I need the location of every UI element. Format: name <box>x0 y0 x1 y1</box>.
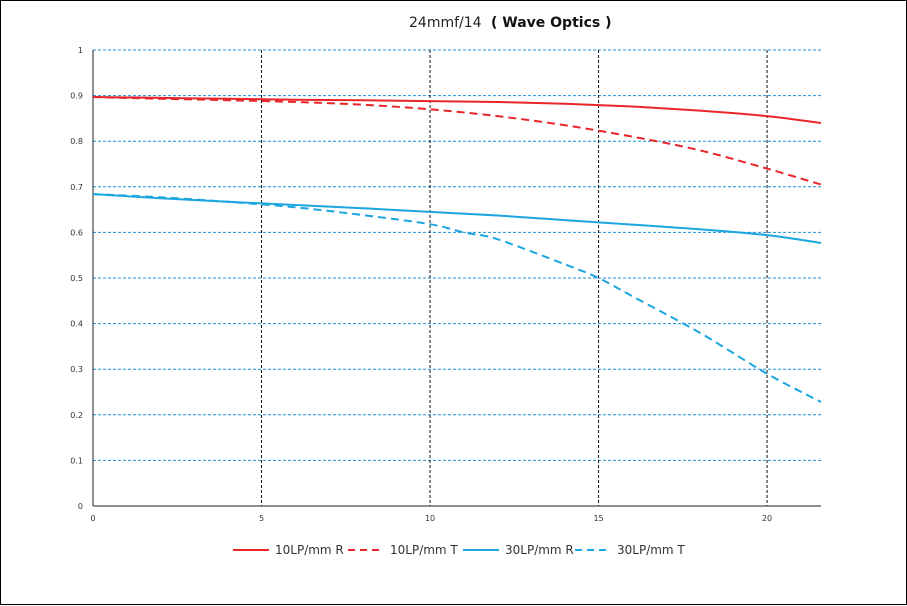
y-tick-label: 0.5 <box>70 274 83 283</box>
series-line-4 <box>92 193 822 403</box>
y-tick-label: 0.9 <box>70 92 83 101</box>
series-line-3 <box>92 193 822 244</box>
y-tick-label: 0.6 <box>70 228 83 237</box>
y-tick-label: 0.3 <box>70 365 83 374</box>
x-tick-label: 5 <box>259 514 264 523</box>
y-tick-label: 0.2 <box>70 411 83 420</box>
chart-title-sub: ( Wave Optics ) <box>491 15 611 31</box>
x-tick-label: 10 <box>425 514 435 523</box>
y-tick-label: 0.4 <box>70 320 83 329</box>
legend-label: 30LP/mm R <box>505 543 574 557</box>
series-lines <box>92 96 822 403</box>
x-tick-label: 20 <box>762 514 772 523</box>
y-tick-label: 0.1 <box>70 456 83 465</box>
tick-labels: 00.10.20.30.40.50.60.70.80.910 5 10 15 20 <box>70 46 772 523</box>
series-line-1 <box>92 96 822 124</box>
y-tick-label: 0 <box>78 502 83 511</box>
grid <box>93 49 821 506</box>
y-tick-label: 0.7 <box>70 183 83 192</box>
y-tick-label: 1 <box>78 46 83 55</box>
legend: 10LP/mm R 10LP/mm T 30LP/mm R 30LP/mm T <box>233 543 685 557</box>
legend-label: 10LP/mm T <box>390 543 458 557</box>
chart-title-main: 24mmf/14 <box>409 15 482 31</box>
x-tick-label: 15 <box>593 514 603 523</box>
x-tick-label: 0 <box>90 514 95 523</box>
legend-label: 30LP/mm T <box>617 543 685 557</box>
series-line-2 <box>92 96 822 186</box>
y-tick-label: 0.8 <box>70 137 83 146</box>
axes <box>92 50 821 507</box>
legend-label: 10LP/mm R <box>275 543 344 557</box>
chart-title: 24mmf/14 ( Wave Optics ) <box>409 15 611 31</box>
